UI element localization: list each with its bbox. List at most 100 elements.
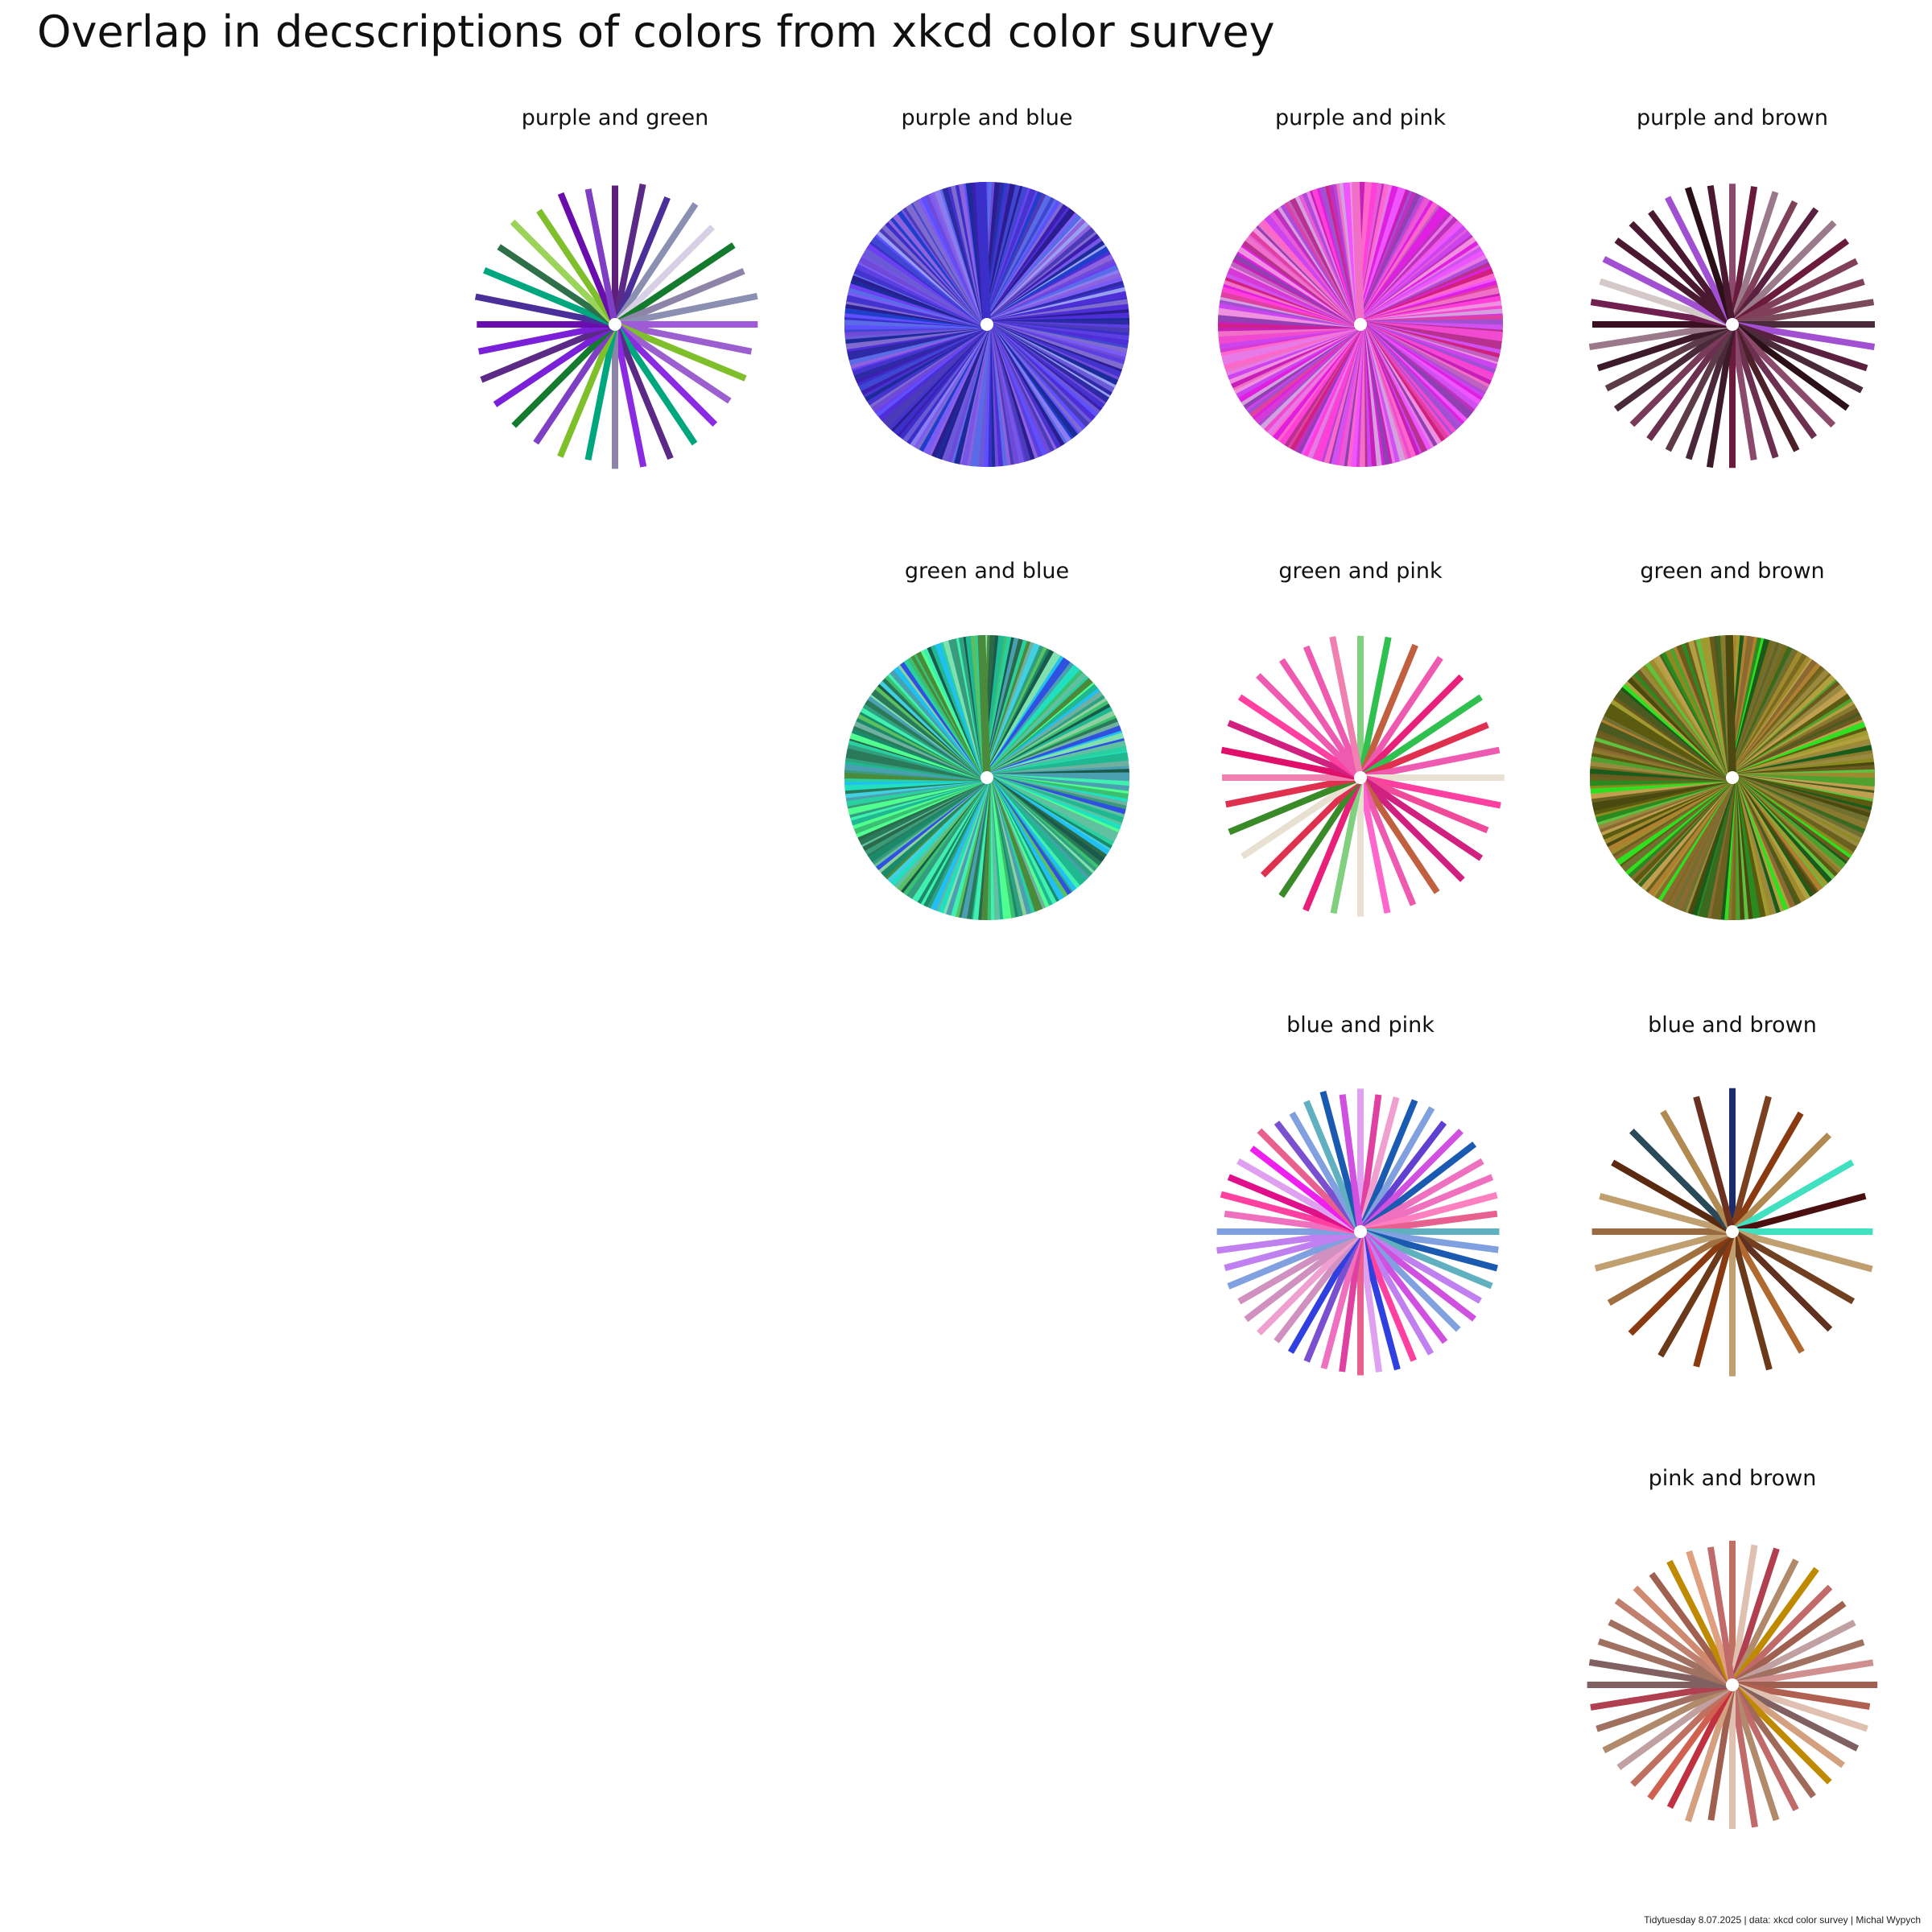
color-spoke	[613, 225, 715, 327]
center-dot	[1726, 1678, 1739, 1691]
color-spoke	[1594, 1228, 1734, 1272]
color-spoke	[1614, 1598, 1735, 1688]
color-spoke	[1732, 1682, 1871, 1710]
color-spoke	[1707, 1684, 1736, 1821]
panel-title: green and brown	[1640, 559, 1824, 584]
color-spoke	[613, 321, 732, 404]
panel-title: purple and green	[522, 105, 709, 130]
color-spoke	[1648, 209, 1736, 327]
color-spoke	[1685, 323, 1736, 460]
color-spoke	[612, 323, 674, 460]
color-spoke	[1633, 1585, 1735, 1687]
color-spoke	[612, 184, 646, 325]
color-spoke	[1732, 321, 1876, 350]
panel-purple-and-green: purple and green	[474, 105, 758, 469]
panel-title: blue and brown	[1648, 1013, 1817, 1038]
color-spoke	[1730, 321, 1850, 411]
color-spoke	[1693, 1230, 1736, 1368]
color-spoke	[1725, 634, 1736, 778]
color-spoke	[1731, 1620, 1856, 1688]
color-spoke	[584, 188, 618, 325]
color-spoke	[1608, 1619, 1734, 1688]
color-spoke	[1707, 1546, 1736, 1686]
color-spoke	[474, 293, 616, 328]
color-spoke	[1613, 321, 1735, 412]
color-spoke	[1729, 323, 1800, 452]
color-spoke	[1630, 1682, 1735, 1787]
center-dot	[1726, 318, 1739, 331]
color-spoke	[557, 192, 618, 326]
color-spoke	[1731, 321, 1868, 372]
color-spoke	[612, 196, 671, 326]
color-spoke	[1597, 1638, 1734, 1688]
color-spoke	[557, 323, 618, 458]
color-spoke	[1357, 777, 1391, 914]
color-spoke	[1628, 1229, 1735, 1336]
panel-pink-and-brown: pink and brown	[1587, 1466, 1878, 1829]
color-spoke	[1604, 321, 1734, 392]
color-spoke	[1599, 1193, 1734, 1235]
center-dot	[1726, 771, 1739, 784]
color-spoke	[1731, 1639, 1865, 1688]
color-spoke	[1707, 184, 1736, 325]
color-spoke	[1729, 1683, 1799, 1812]
color-spoke	[1358, 674, 1464, 780]
color-spoke	[1665, 323, 1736, 452]
color-spoke	[1729, 1683, 1780, 1822]
page-title: Overlap in decscriptions of colors from …	[37, 6, 1275, 57]
color-spoke	[584, 324, 618, 461]
color-spoke	[1730, 238, 1850, 328]
color-spoke	[1240, 774, 1363, 860]
center-dot	[980, 771, 993, 784]
color-spoke	[1730, 1584, 1833, 1687]
color-spoke	[1729, 207, 1819, 327]
color-spoke	[1329, 636, 1364, 778]
color-spoke	[1228, 774, 1362, 836]
color-spoke	[1729, 200, 1798, 326]
panel-title: blue and pink	[1286, 1013, 1435, 1038]
color-spoke	[1358, 774, 1484, 861]
panel-purple-and-blue: purple and blue	[844, 105, 1130, 468]
color-spoke	[1278, 775, 1364, 898]
color-spoke	[1729, 1547, 1780, 1686]
color-spoke	[1629, 322, 1735, 427]
color-spoke	[1339, 1094, 1364, 1232]
color-spoke	[1730, 322, 1836, 428]
color-spoke	[1729, 1544, 1758, 1686]
color-spoke	[1225, 774, 1361, 808]
color-spoke	[1358, 694, 1484, 781]
color-spoke	[1616, 1682, 1735, 1770]
color-spoke	[483, 267, 617, 328]
color-spoke	[612, 202, 699, 327]
color-spoke	[1731, 321, 1864, 394]
color-spoke	[1588, 1658, 1733, 1688]
color-spoke	[613, 321, 747, 382]
color-spoke	[1220, 746, 1361, 781]
center-dot	[1354, 1225, 1367, 1238]
color-spoke	[1732, 299, 1875, 328]
color-spoke	[1666, 1559, 1736, 1686]
color-spoke	[1596, 1682, 1734, 1732]
panel-green-and-brown: green and brown	[1589, 559, 1876, 921]
color-spoke	[1730, 1228, 1856, 1305]
center-dot	[1354, 771, 1367, 784]
panel-green-and-blue: green and blue	[844, 559, 1130, 921]
color-spoke	[1730, 1682, 1845, 1769]
color-spoke	[1596, 321, 1734, 372]
color-spoke	[1278, 658, 1364, 780]
color-spoke	[1686, 1550, 1736, 1686]
color-spoke	[1731, 1682, 1868, 1732]
color-spoke	[1729, 322, 1818, 440]
color-spoke	[1729, 1682, 1816, 1798]
color-spoke	[614, 292, 758, 328]
panel-title: purple and blue	[902, 105, 1073, 130]
color-spoke	[977, 634, 991, 778]
color-spoke	[1357, 636, 1392, 778]
color-spoke	[1729, 1230, 1773, 1371]
color-spoke	[1358, 775, 1465, 882]
color-spoke	[978, 181, 991, 325]
caption: Tidytuesday 8.07.2025 | data: xkcd color…	[1644, 1914, 1921, 1926]
color-spoke	[1611, 1159, 1734, 1235]
panel-title: purple and brown	[1637, 105, 1828, 130]
